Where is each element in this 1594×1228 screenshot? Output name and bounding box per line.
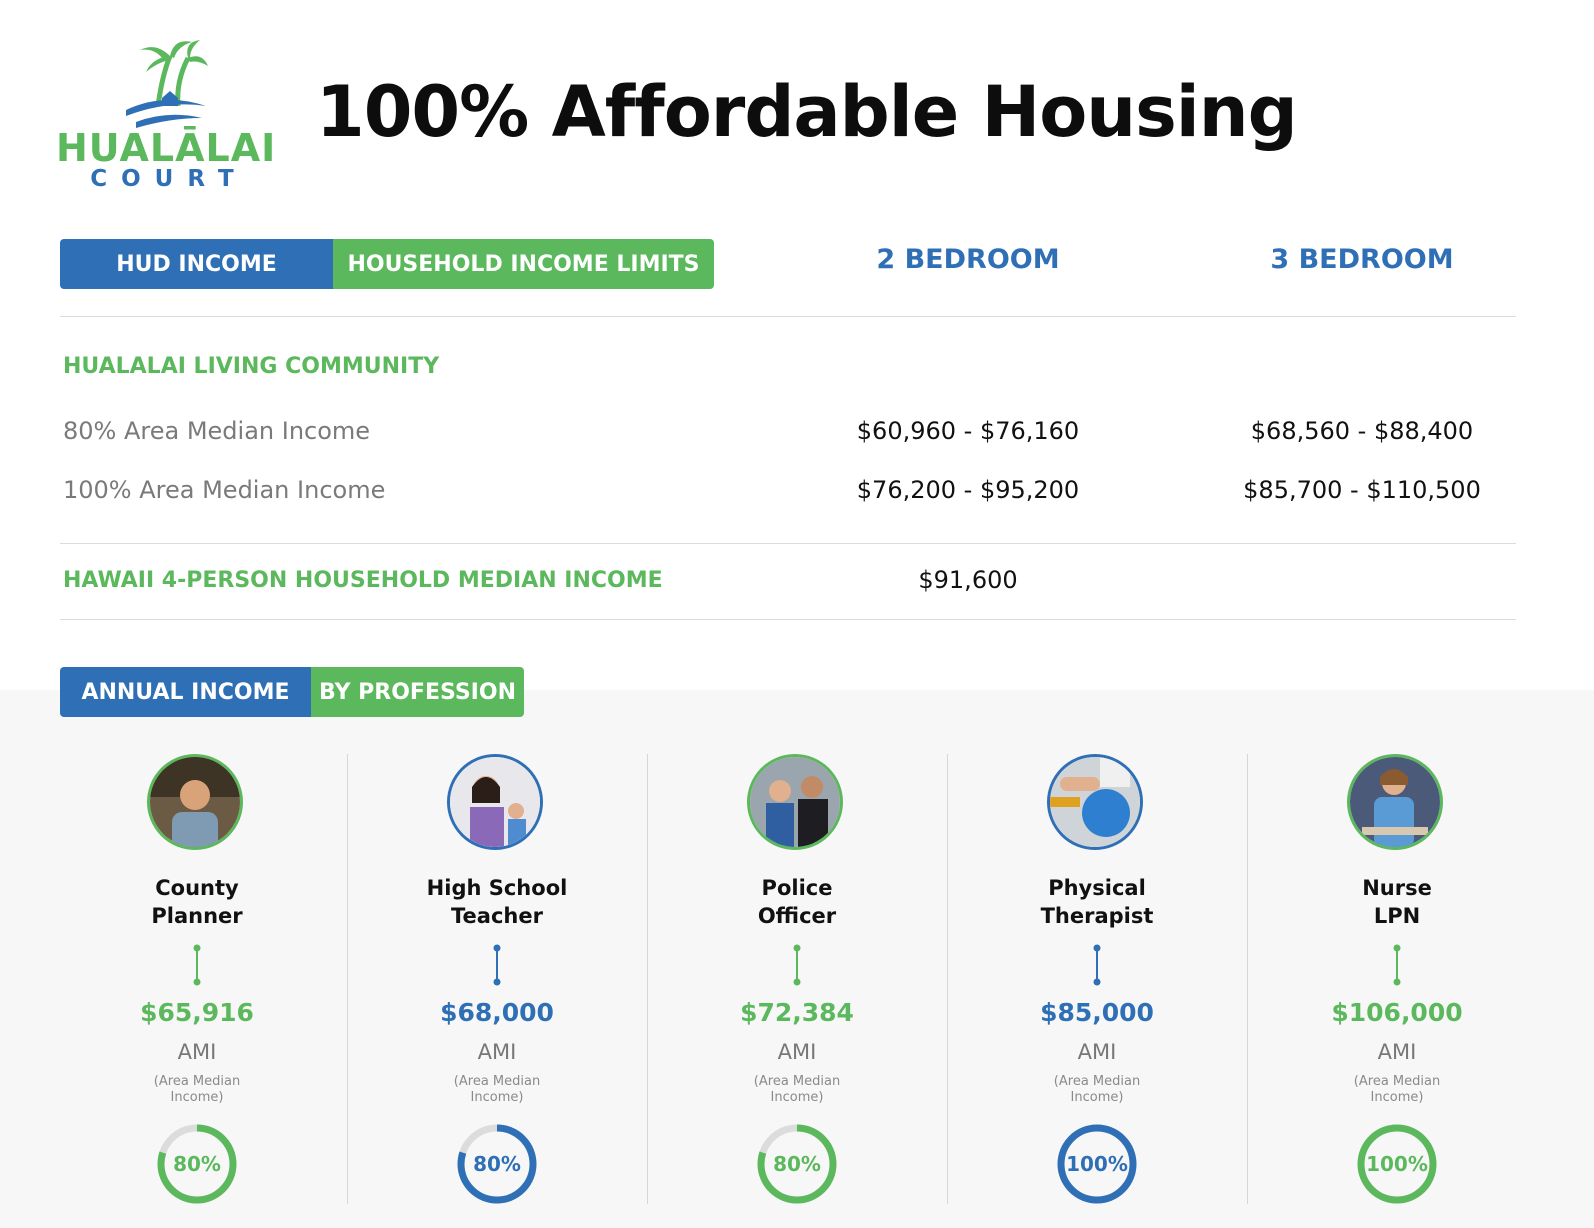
ami-label: AMI — [1077, 1040, 1117, 1064]
profession-name-line-1: Nurse — [1362, 876, 1432, 900]
profession-name-line-1: High School — [426, 876, 568, 900]
ami-label: AMI — [177, 1040, 217, 1064]
profession-name: Physical Therapist — [947, 874, 1247, 930]
row-label-80-ami: 80% Area Median Income — [63, 417, 371, 445]
hualalai-court-logo: HUALĀLAI COURT — [56, 36, 277, 196]
profession-photo — [1347, 754, 1443, 850]
tab-by-profession[interactable]: BY PROFESSION — [311, 667, 524, 717]
profession-name: Nurse LPN — [1247, 874, 1547, 930]
community-heading: HUALALAI LIVING COMMUNITY — [63, 354, 440, 379]
value-80-ami-3-bedroom: $68,560 - $88,400 — [1250, 417, 1474, 445]
profession-name-line-2: Teacher — [451, 904, 543, 928]
profession-photo — [1047, 754, 1143, 850]
profession-card: County Planner $65,916 AMI (Area Median Inco… — [47, 754, 347, 1214]
ami-label: AMI — [1377, 1040, 1417, 1064]
ami-percent-ring — [157, 1124, 237, 1204]
profession-salary: $72,384 — [740, 998, 854, 1027]
profession-name-line-2: LPN — [1373, 904, 1421, 928]
ami-percent-ring — [457, 1124, 537, 1204]
column-divider — [1247, 754, 1248, 1204]
value-100-ami-2-bedroom: $76,200 - $95,200 — [856, 476, 1080, 504]
ami-label: AMI — [777, 1040, 817, 1064]
connector-icon — [193, 944, 201, 986]
page-title: 100% Affordable Housing — [316, 71, 1298, 153]
logo-subtitle: COURT — [90, 166, 248, 192]
ami-percent-label: 100% — [1366, 1152, 1428, 1176]
ami-note: (Area Median Income) — [1053, 1074, 1141, 1105]
column-divider — [347, 754, 348, 1204]
tab-hud-income[interactable]: HUD INCOME — [60, 239, 333, 289]
profession-salary: $85,000 — [1040, 998, 1154, 1027]
profession-name: High School Teacher — [347, 874, 647, 930]
ami-note: (Area Median Income) — [753, 1074, 841, 1105]
connector-icon — [793, 944, 801, 986]
ami-label: AMI — [477, 1040, 517, 1064]
divider — [60, 543, 1516, 544]
profession-salary: $68,000 — [440, 998, 554, 1027]
profession-name-line-1: County — [155, 876, 239, 900]
ami-percent-ring — [757, 1124, 837, 1204]
profession-card: Police Officer $72,384 AMI (Area Median Inco… — [647, 754, 947, 1214]
connector-icon — [1093, 944, 1101, 986]
column-divider — [947, 754, 948, 1204]
ami-percent-label: 80% — [173, 1152, 221, 1176]
tab-annual-income[interactable]: ANNUAL INCOME — [60, 667, 311, 717]
ami-percent-label: 80% — [773, 1152, 821, 1176]
hawaii-median-income-label: HAWAII 4-PERSON HOUSEHOLD MEDIAN INCOME — [63, 568, 663, 593]
value-80-ami-2-bedroom: $60,960 - $76,160 — [856, 417, 1080, 445]
value-100-ami-3-bedroom: $85,700 - $110,500 — [1243, 476, 1481, 504]
ami-percent-ring — [1357, 1124, 1437, 1204]
palm-tree-icon — [126, 40, 208, 128]
column-divider — [647, 754, 648, 1204]
profession-card: Physical Therapist $85,000 AMI (Area Median … — [947, 754, 1247, 1214]
profession-name-line-2: Therapist — [1040, 904, 1154, 928]
profession-card: Nurse LPN $106,000 AMI (Area Median Income) 1… — [1247, 754, 1547, 1214]
profession-photo — [447, 754, 543, 850]
profession-name-line-2: Planner — [151, 904, 243, 928]
profession-salary: $65,916 — [140, 998, 254, 1027]
hud-income-tab-group: HUD INCOME HOUSEHOLD INCOME LIMITS — [60, 239, 714, 289]
profession-tab-group: ANNUAL INCOME BY PROFESSION — [60, 667, 524, 717]
profession-photo — [147, 754, 243, 850]
profession-name: Police Officer — [647, 874, 947, 930]
profession-card: High School Teacher $68,000 AMI (Area Median… — [347, 754, 647, 1214]
logo-wordmark: HUALĀLAI — [56, 126, 277, 170]
ami-percent-ring — [1057, 1124, 1137, 1204]
profession-name-line-2: Officer — [757, 904, 837, 928]
ami-note: (Area Median Income) — [153, 1074, 241, 1105]
ami-note: (Area Median Income) — [1353, 1074, 1441, 1105]
row-label-100-ami: 100% Area Median Income — [63, 476, 386, 504]
divider — [60, 316, 1516, 317]
ami-percent-label: 80% — [473, 1152, 521, 1176]
ami-note: (Area Median Income) — [453, 1074, 541, 1105]
column-header-3-bedroom: 3 BEDROOM — [1270, 244, 1454, 275]
connector-icon — [1393, 944, 1401, 986]
profession-name-line-1: Physical — [1048, 876, 1146, 900]
profession-name: County Planner — [47, 874, 347, 930]
profession-name-line-1: Police — [761, 876, 833, 900]
divider — [60, 619, 1516, 620]
connector-icon — [493, 944, 501, 986]
column-header-2-bedroom: 2 BEDROOM — [876, 244, 1060, 275]
ami-percent-label: 100% — [1066, 1152, 1128, 1176]
profession-photo — [747, 754, 843, 850]
profession-salary: $106,000 — [1331, 998, 1463, 1027]
tab-household-income-limits[interactable]: HOUSEHOLD INCOME LIMITS — [333, 239, 714, 289]
hawaii-median-income-value: $91,600 — [918, 566, 1018, 594]
